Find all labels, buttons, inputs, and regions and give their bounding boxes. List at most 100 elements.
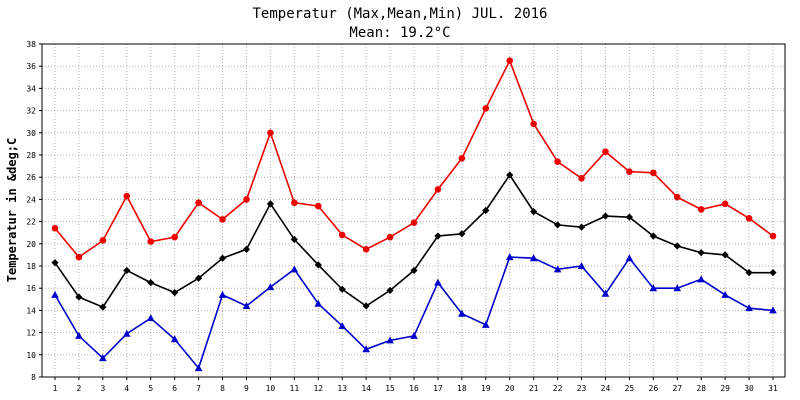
data-point-min (769, 306, 777, 314)
data-point-mean (745, 269, 753, 277)
data-point-max (410, 219, 418, 227)
data-point-min (290, 265, 299, 273)
data-point-mean (386, 286, 394, 295)
x-tick-label: 28 (696, 384, 706, 393)
y-tick-label: 38 (26, 40, 36, 49)
data-point-mean (338, 285, 346, 293)
data-point-min (123, 329, 131, 337)
data-point-min (218, 290, 227, 298)
y-tick-label: 32 (26, 107, 36, 116)
data-point-mean (410, 266, 418, 275)
grid-lines (42, 44, 785, 377)
data-point-min (75, 331, 83, 339)
x-tick-label: 11 (290, 384, 300, 393)
data-point-min (577, 262, 586, 269)
data-point-min (314, 299, 323, 307)
data-point-max (602, 148, 609, 155)
y-tick-label: 16 (26, 284, 36, 293)
data-point-max (195, 199, 202, 207)
x-tick-label: 2 (77, 384, 82, 393)
y-tick-label: 14 (26, 306, 36, 315)
x-tick-label: 21 (529, 384, 539, 393)
data-point-min (266, 283, 275, 291)
data-point-max (721, 200, 729, 208)
data-point-max (769, 232, 777, 240)
x-tick-label: 19 (481, 384, 491, 393)
data-point-max (291, 199, 298, 207)
data-point-max (123, 192, 131, 200)
data-point-max (745, 214, 753, 222)
y-tick-label: 12 (26, 329, 36, 338)
data-point-mean (458, 230, 466, 238)
series-lines (51, 57, 777, 372)
data-point-max (434, 186, 442, 193)
x-tick-label: 12 (313, 384, 323, 393)
data-point-mean (769, 269, 777, 277)
data-point-min (386, 336, 394, 344)
x-tick-label: 14 (361, 384, 371, 393)
data-point-mean (147, 279, 155, 287)
data-point-min (362, 345, 370, 353)
x-tick-label: 23 (577, 384, 587, 393)
chart-subtitle: Mean: 19.2°C (349, 25, 450, 41)
data-point-mean (266, 200, 274, 208)
data-point-min (625, 254, 634, 262)
y-tick-label: 20 (26, 240, 36, 249)
data-point-min (338, 321, 346, 329)
y-tick-label: 24 (26, 195, 36, 204)
data-point-mean (530, 208, 538, 216)
y-tick-label: 34 (26, 84, 36, 93)
x-tick-label: 13 (337, 384, 347, 393)
data-point-mean (434, 232, 442, 240)
data-point-min (649, 284, 658, 292)
data-point-max (362, 246, 370, 253)
data-point-min (721, 290, 729, 298)
data-point-min (673, 284, 682, 292)
data-point-min (146, 314, 155, 322)
data-point-mean (99, 303, 107, 311)
series-min (51, 253, 777, 372)
x-tick-label: 26 (649, 384, 659, 393)
data-point-max (482, 105, 490, 112)
data-point-mean (625, 213, 633, 221)
x-tick-label: 5 (148, 384, 153, 393)
data-point-mean (649, 232, 657, 240)
x-tick-label: 15 (385, 384, 395, 393)
x-tick-label: 8 (220, 384, 225, 393)
x-tick-label: 4 (124, 384, 129, 393)
y-tick-label: 30 (26, 129, 36, 138)
data-point-mean (362, 302, 370, 310)
y-tick-label: 28 (26, 151, 36, 160)
data-point-max (243, 196, 250, 203)
x-tick-label: 7 (196, 384, 201, 393)
data-point-max (386, 233, 394, 241)
y-tick-label: 18 (26, 262, 36, 271)
data-point-max (626, 168, 633, 175)
data-point-min (242, 301, 251, 309)
y-tick-label: 26 (26, 173, 36, 182)
data-point-min (51, 290, 59, 298)
data-point-max (650, 169, 657, 177)
x-tick-label: 30 (744, 384, 754, 393)
data-point-mean (673, 242, 681, 250)
x-tick-label: 20 (505, 384, 515, 393)
data-point-mean (242, 245, 251, 253)
data-point-max (554, 158, 561, 165)
data-point-min (505, 253, 514, 261)
x-tick-label: 31 (768, 384, 778, 393)
data-point-mean (601, 212, 610, 220)
data-point-max (506, 57, 514, 64)
data-point-max (171, 233, 178, 241)
data-point-max (530, 120, 537, 128)
data-point-min (601, 289, 610, 297)
data-point-min (529, 254, 538, 262)
data-point-max (578, 175, 585, 182)
data-point-max (697, 206, 705, 213)
data-point-mean (697, 249, 705, 257)
data-point-min (553, 265, 562, 273)
y-tick-label: 10 (26, 351, 36, 360)
y-tick-label: 36 (26, 62, 36, 71)
data-point-mean (171, 289, 179, 297)
